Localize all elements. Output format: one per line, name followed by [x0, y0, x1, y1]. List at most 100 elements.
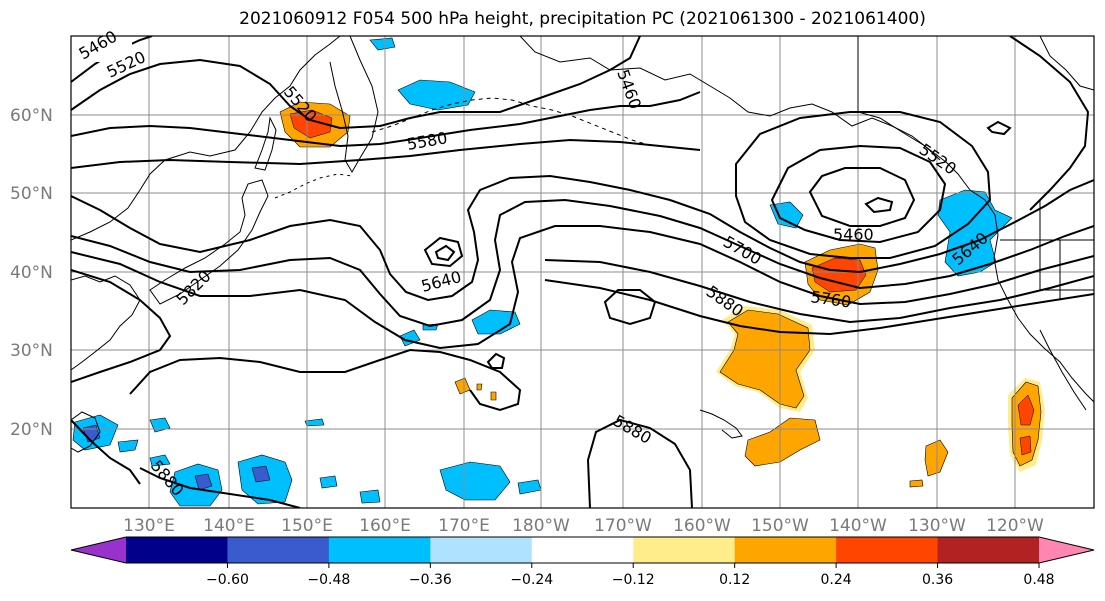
precip-area — [490, 391, 497, 401]
coastline-korea-china — [71, 275, 141, 371]
longitude-label: 130°E — [123, 516, 175, 536]
longitude-label: 150°W — [751, 516, 809, 536]
label-mask — [80, 36, 132, 62]
map-title: 2021060912 F054 500 hPa height, precipit… — [239, 9, 926, 29]
precip-area — [811, 257, 867, 293]
coastline-japan — [149, 179, 269, 305]
latitude-label: 20°N — [10, 420, 53, 440]
colorbar-tick-label: 0.12 — [719, 572, 750, 588]
precip-area — [719, 309, 811, 409]
precip-area — [117, 439, 139, 453]
contour-line-5880-southwest — [139, 467, 301, 508]
contour-line-5880-south — [586, 418, 693, 508]
contour-line-5460-cutoff — [808, 167, 916, 227]
precip-area — [304, 418, 325, 427]
colorbar-segment — [633, 537, 736, 563]
coastline-asia — [71, 36, 341, 241]
coastline-hudson — [1039, 36, 1094, 91]
precip-area — [1019, 435, 1032, 456]
map-panel: 5460 5520 5520 5460 5580 5520 5460 5700 … — [70, 27, 1095, 509]
coastline-kuril-islands — [274, 173, 353, 199]
longitude-label: 160°W — [673, 516, 731, 536]
colorbar-segment — [126, 537, 228, 563]
contour-line-5880-east — [544, 279, 1094, 336]
contour-line-southwest — [71, 419, 141, 485]
colorbar-tick-label: −0.24 — [510, 572, 553, 588]
coastline-hawaii — [699, 409, 743, 439]
precip-area — [476, 383, 483, 391]
contour-line-small-low — [423, 236, 464, 268]
precip-area — [397, 79, 476, 111]
map-frame — [70, 35, 1095, 509]
contour-line-5580 — [71, 91, 701, 148]
precip-area — [439, 461, 511, 501]
contour-line-small-high — [603, 289, 657, 326]
precip-area — [169, 463, 223, 507]
longitude-label: 180°W — [512, 516, 570, 536]
contour-line-5760 — [71, 225, 1094, 350]
contour-line-5820-east — [544, 259, 1094, 324]
contour-line-5580-ring — [735, 111, 992, 259]
colorbar-segment — [227, 537, 330, 563]
contour-line-5640-trough — [71, 174, 1094, 302]
precip-area — [319, 475, 338, 489]
contour-line-tiny-high — [486, 352, 506, 369]
coastlines — [71, 36, 1094, 453]
contour-line-5640-north — [71, 138, 701, 169]
colorbar: −0.60 −0.48 −0.36 −0.24 −0.12 0.12 0.24 0.36 0.4… — [70, 536, 1095, 588]
colorbar-tick-label: 0.24 — [821, 572, 852, 588]
colorbar-outline — [70, 536, 1095, 564]
colorbar-tick-label: −0.36 — [409, 572, 452, 588]
colorbar-tick-label: −0.12 — [612, 572, 655, 588]
graticule — [71, 36, 1094, 508]
colorbar-tick-label: 0.48 — [1023, 572, 1054, 588]
border-canada-us — [857, 36, 1094, 241]
longitude-label: 170°E — [438, 516, 490, 536]
precip-area — [471, 309, 521, 335]
coastline-baja — [1039, 329, 1087, 411]
height-contours — [71, 36, 1094, 508]
longitude-label: 140°W — [829, 516, 887, 536]
latitude-label: 60°N — [10, 106, 53, 126]
coastline-alaska — [519, 36, 971, 191]
contour-line-5700 — [71, 198, 1094, 328]
latitude-label: 40°N — [10, 263, 53, 283]
precip-area — [149, 454, 171, 467]
colorbar-extend-low — [71, 537, 126, 563]
longitude-label: 150°E — [281, 516, 333, 536]
colorbar-tick-label: −0.60 — [206, 572, 249, 588]
longitude-labels: 130°E 140°E 150°E 160°E 170°E 180°W 170°… — [123, 516, 1044, 536]
coastline-sakhalin — [254, 116, 277, 171]
precip-area — [769, 201, 804, 229]
coastline-kamchatka — [329, 36, 379, 173]
latitude-labels: 60°N 50°N 40°N 30°N 20°N — [10, 106, 53, 440]
latitude-label: 50°N — [10, 184, 53, 204]
contour-line-5520-ring — [770, 144, 947, 244]
coastline-philippines — [71, 411, 101, 453]
latitude-label: 30°N — [10, 341, 53, 361]
contour-line-5880-central — [129, 348, 522, 412]
longitude-label: 120°W — [986, 516, 1044, 536]
precip-area — [289, 109, 333, 139]
contour-line-ridge-east — [986, 120, 1012, 136]
colorbar-segment — [734, 537, 837, 563]
colorbar-segment — [937, 537, 1040, 563]
precip-negative-areas — [72, 37, 1013, 507]
longitude-label: 170°W — [594, 516, 652, 536]
contour-label: 5460 — [833, 225, 874, 244]
contour-line-5820 — [71, 269, 172, 383]
longitude-label: 130°W — [908, 516, 966, 536]
precip-area — [1017, 394, 1035, 426]
longitude-label: 140°E — [203, 516, 255, 536]
colorbar-extend-high — [1039, 537, 1094, 563]
longitude-label: 160°E — [359, 516, 411, 536]
precip-area — [251, 465, 271, 483]
colorbar-segment — [430, 537, 533, 563]
contour-line-5520-east — [1009, 36, 1090, 211]
contour-line-small-low-inner — [434, 244, 456, 262]
precip-area — [909, 479, 924, 488]
colorbar-segment — [836, 537, 939, 563]
colorbar-tick-label: 0.36 — [922, 572, 953, 588]
colorbar-segment — [328, 537, 431, 563]
